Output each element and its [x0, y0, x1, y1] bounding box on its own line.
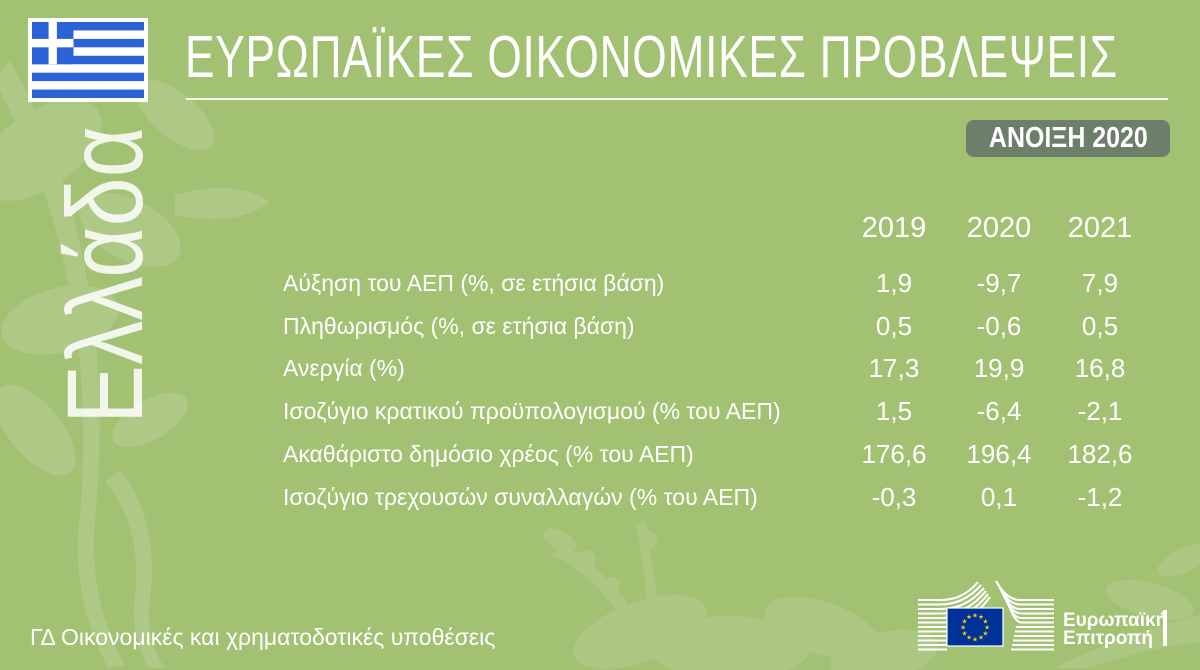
row-label: Ανεργία (%)	[283, 355, 405, 381]
row-label: Ακαθάριστο δημόσιο χρέος (% του ΑΕΠ)	[283, 441, 694, 467]
table-row: Πληθωρισμός (%, σε ετήσια βάση) 0,5 -0,6…	[0, 305, 1200, 347]
greek-flag-graphic	[32, 22, 144, 98]
greek-flag	[28, 18, 148, 102]
row-value: -9,7	[976, 268, 1022, 298]
row-value: 0,1	[980, 482, 1018, 512]
season-badge-label: ΑΝΟΙΞΗ 2020	[988, 122, 1148, 154]
title-divider	[186, 98, 1168, 100]
svg-text:★: ★	[962, 617, 968, 625]
footer-department: ΓΔ Οικονομικές και χρηματοδοτικές υποθέσ…	[30, 624, 496, 650]
ec-logo-bar	[1163, 610, 1167, 646]
row-value: -2,1	[1077, 396, 1123, 426]
table-row: Ισοζύγιο κρατικού προϋπολογισμού (% του …	[0, 390, 1200, 432]
row-value: 19,9	[973, 353, 1025, 383]
svg-text:★: ★	[962, 629, 968, 637]
row-label: Αύξηση του ΑΕΠ (%, σε ετήσια βάση)	[283, 270, 665, 296]
table-row: Ανεργία (%) 17,3 19,9 16,8	[0, 347, 1200, 389]
svg-text:★: ★	[966, 613, 972, 621]
table-row: Ακαθάριστο δημόσιο χρέος (% του ΑΕΠ) 176…	[0, 433, 1200, 475]
row-value: 16,8	[1074, 353, 1126, 383]
page-title: ΕΥΡΩΠΑΪΚΕΣ ΟΙΚΟΝΟΜΙΚΕΣ ΠΡΟΒΛΕΨΕΙΣ	[185, 26, 1200, 88]
table-row: Ισοζύγιο τρεχουσών συναλλαγών (% του ΑΕΠ…	[0, 476, 1200, 518]
row-value: 0,5	[1081, 311, 1119, 341]
row-value: 0,5	[875, 311, 913, 341]
page-title-text: ΕΥΡΩΠΑΪΚΕΣ ΟΙΚΟΝΟΜΙΚΕΣ ΠΡΟΒΛΕΨΕΙΣ	[185, 24, 1118, 90]
row-value: 196,4	[966, 439, 1032, 469]
svg-text:★: ★	[960, 623, 966, 631]
row-label: Ισοζύγιο κρατικού προϋπολογισμού (% του …	[283, 398, 781, 424]
eu-flag: ★ ★★ ★★★ ★★★ ★★★	[946, 607, 1004, 647]
row-value: 176,6	[861, 439, 927, 469]
ec-building-logo: ★ ★★ ★★★ ★★★ ★★★ Ευρωπαϊκή Επιτροπή	[918, 580, 1167, 651]
row-label: Πληθωρισμός (%, σε ετήσια βάση)	[283, 313, 635, 339]
row-value: -1,2	[1077, 482, 1123, 512]
svg-text:★: ★	[966, 634, 972, 642]
svg-text:★: ★	[984, 623, 990, 631]
ec-logo-text-line2: Επιτροπή	[1063, 628, 1153, 649]
row-value: -6,4	[976, 396, 1022, 426]
table-row: Αύξηση του ΑΕΠ (%, σε ετήσια βάση) 1,9 -…	[0, 262, 1200, 304]
row-value: -0,3	[871, 482, 917, 512]
svg-text:★: ★	[972, 635, 978, 643]
row-value: 1,9	[875, 268, 913, 298]
row-value: 1,5	[875, 396, 913, 426]
row-value: 17,3	[868, 353, 920, 383]
season-badge: ΑΝΟΙΞΗ 2020	[966, 120, 1170, 157]
svg-text:★: ★	[972, 611, 978, 619]
year-column-2021: 2021	[1067, 212, 1133, 244]
row-value: 7,9	[1081, 268, 1119, 298]
svg-text:★: ★	[982, 617, 988, 625]
row-label: Ισοζύγιο τρεχουσών συναλλαγών (% του ΑΕΠ…	[283, 484, 758, 510]
european-commission-logo: ★ ★ ★ ★ ★ ★ ★ ★ ★ ★ ★ ★ Ευρωπαϊκή Επιτροπή	[916, 576, 1170, 654]
table-year-header: 2019 2020 2021	[0, 212, 1200, 244]
svg-text:★: ★	[978, 634, 984, 642]
row-value: 182,6	[1067, 439, 1133, 469]
svg-text:★: ★	[982, 629, 988, 637]
year-column-2020: 2020	[966, 212, 1032, 244]
year-column-2019: 2019	[861, 212, 927, 244]
row-value: -0,6	[976, 311, 1022, 341]
svg-text:★: ★	[978, 613, 984, 621]
ec-logo-text-line1: Ευρωπαϊκή	[1063, 610, 1167, 631]
